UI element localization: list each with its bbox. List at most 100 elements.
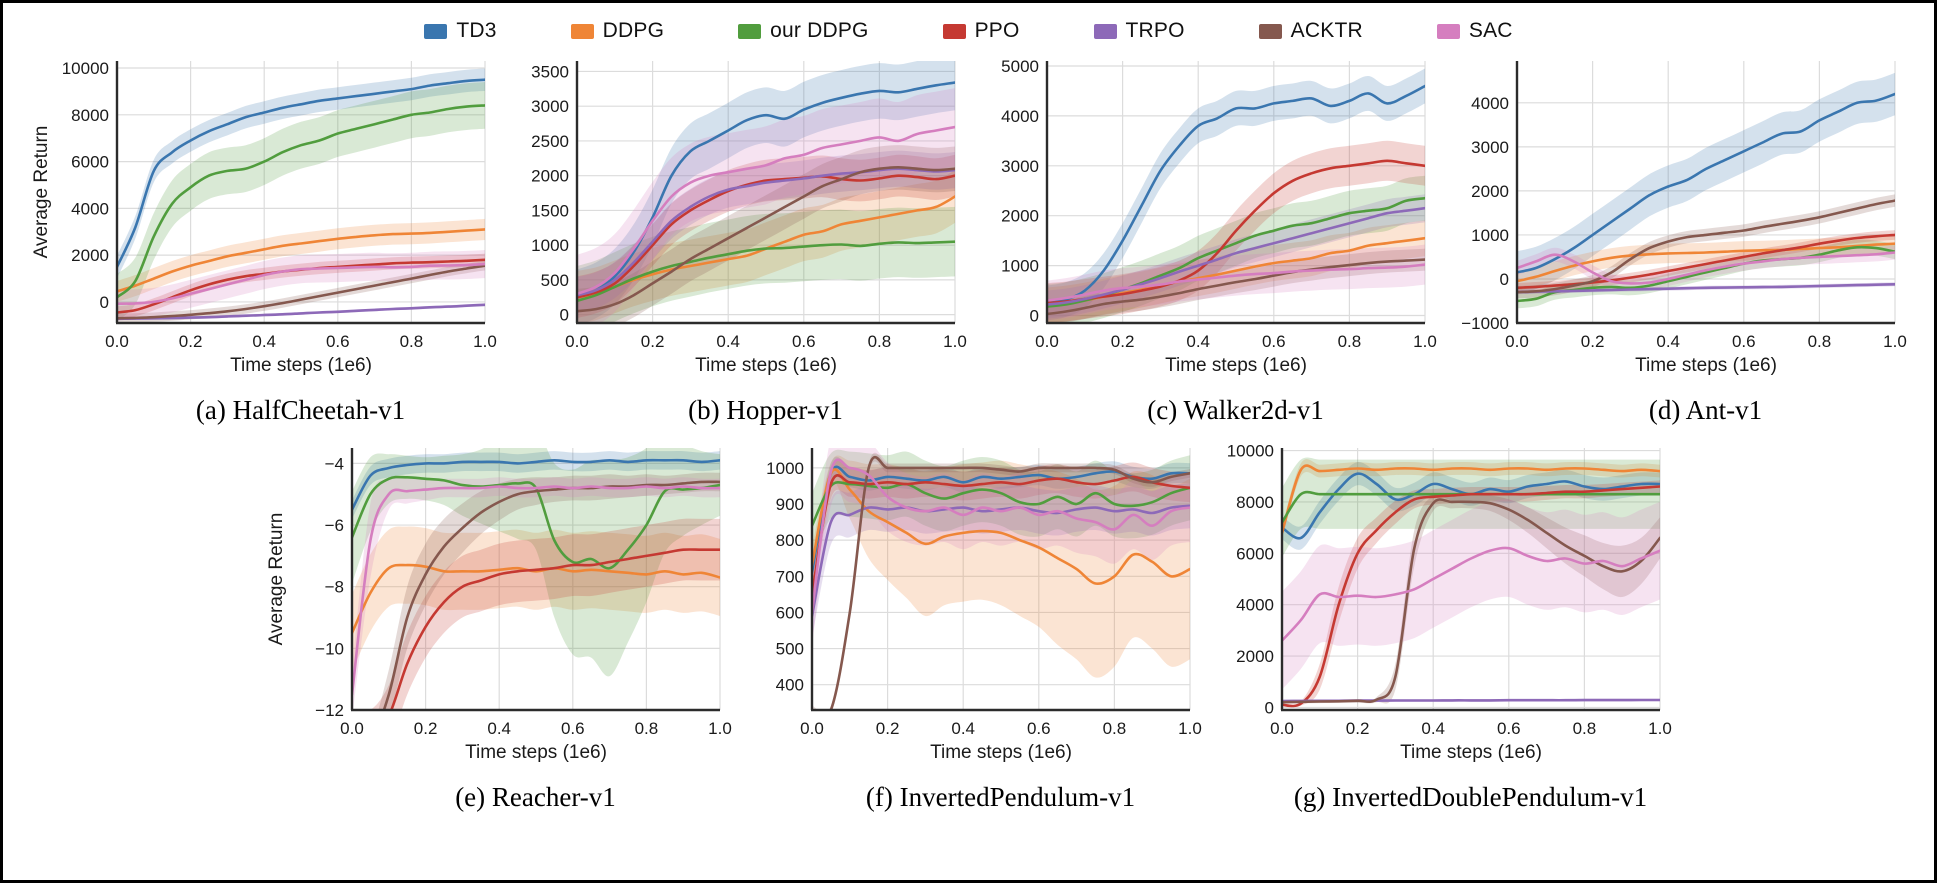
x-tick-label: 0.8 — [399, 332, 423, 351]
y-axis-label: Average Return — [31, 126, 52, 259]
y-tick-label: 4000 — [1236, 596, 1274, 615]
x-tick-label: 0.8 — [1337, 332, 1361, 351]
y-tick-label: −6 — [324, 516, 343, 535]
legend-item-sac: SAC — [1436, 19, 1513, 43]
y-tick-label: 1500 — [531, 201, 569, 220]
x-tick-label: 0.4 — [1186, 332, 1210, 351]
x-tick-label: 0.6 — [560, 719, 584, 738]
y-tick-label: 2000 — [1471, 182, 1509, 201]
x-tick-label: 0.4 — [1421, 719, 1445, 738]
legend: TD3 DDPG our DDPG PPO TRPO ACKTR SAC — [3, 3, 1934, 49]
y-tick-label: −8 — [324, 578, 343, 597]
y-tick-label: 3500 — [531, 62, 569, 81]
chart-plot-inverteddoublependulum: 0 2000 4000 6000 8000 10000 0.0 0.2 0.4 0.6 0.8 1.0… — [1226, 442, 1671, 763]
legend-item-ppo: PPO — [942, 19, 1020, 43]
x-tick-label: 0.0 — [565, 332, 589, 351]
chart-plot-walker2d: 0 1000 2000 3000 4000 5000 0.0 0.2 0.4 0.6 0.8 1.0 T… — [1001, 57, 1437, 376]
x-tick-label: 0.4 — [716, 332, 740, 351]
legend-label: PPO — [974, 19, 1020, 42]
y-tick-label: 0 — [559, 306, 568, 325]
x-tick-label: 0.2 — [413, 719, 437, 738]
legend-label: DDPG — [602, 19, 665, 42]
chart-caption-hopper: (b) Hopper-v1 — [688, 395, 843, 425]
x-axis-label: Time steps (1e6) — [230, 355, 372, 376]
y-tick-label: −4 — [324, 454, 343, 473]
y-tick-label: −12 — [315, 701, 344, 720]
chart-halfcheetah: 0 2000 4000 6000 8000 10000 0.0 0.2 0.4 0.6 0.8 1.0… — [29, 51, 499, 426]
y-tick-label: 1000 — [1001, 257, 1039, 276]
x-tick-label: 1.0 — [1883, 332, 1907, 351]
legend-swatch-icon — [424, 23, 448, 39]
y-tick-label: 1000 — [1471, 226, 1509, 245]
chart-caption-halfcheetah: (a) HalfCheetah-v1 — [195, 395, 406, 425]
x-axis-label: Time steps (1e6) — [465, 742, 607, 763]
y-tick-label: 2000 — [1236, 647, 1274, 666]
chart-plot-hopper: 0 500 1000 1500 2000 2500 3000 3500 0.0 0.2 0.4 0.6… — [531, 61, 967, 376]
x-tick-label: 0.0 — [1270, 719, 1294, 738]
x-axis-label: Time steps (1e6) — [695, 355, 837, 376]
y-tick-label: 10000 — [1226, 442, 1273, 461]
chart-hopper: 0 500 1000 1500 2000 2500 3000 3500 0.0 0.2 0.4 0.6… — [499, 51, 969, 426]
x-tick-label: 0.8 — [634, 719, 658, 738]
chart-caption-walker2d: (c) Walker2d-v1 — [1147, 395, 1324, 425]
chart-plot-reacher: −12 −10 −8 −6 −4 0.0 0.2 0.4 0.6 0.8 1.0 Time steps… — [266, 448, 731, 763]
x-tick-label: 1.0 — [943, 332, 967, 351]
x-tick-label: 0.0 — [800, 719, 824, 738]
y-tick-label: 6000 — [1236, 544, 1274, 563]
chart-plot-ant: −1000 0 1000 2000 3000 4000 0.0 0.2 0.4 0.6 0.8 1.0… — [1461, 61, 1907, 376]
y-tick-label: 8000 — [71, 106, 109, 125]
x-tick-label: 1.0 — [473, 332, 497, 351]
chart-walker2d: 0 1000 2000 3000 4000 5000 0.0 0.2 0.4 0.6 0.8 1.0 T… — [969, 51, 1439, 426]
x-axis-label: Time steps (1e6) — [1635, 355, 1777, 376]
x-tick-label: 1.0 — [1413, 332, 1437, 351]
x-tick-label: 0.0 — [340, 719, 364, 738]
legend-swatch-icon — [570, 23, 594, 39]
legend-item-our-ddpg: our DDPG — [738, 19, 868, 43]
chart-caption-ant: (d) Ant-v1 — [1648, 395, 1763, 425]
x-tick-label: 0.8 — [1102, 719, 1126, 738]
y-tick-label: 0 — [1029, 307, 1038, 326]
x-tick-label: 0.0 — [105, 332, 129, 351]
legend-swatch-icon — [738, 23, 762, 39]
legend-item-acktr: ACKTR — [1258, 19, 1363, 43]
y-tick-label: −1000 — [1461, 314, 1509, 333]
x-tick-label: 0.6 — [1731, 332, 1755, 351]
legend-item-ddpg: DDPG — [570, 19, 665, 43]
y-tick-label: 800 — [775, 531, 803, 550]
y-tick-label: 2000 — [1001, 207, 1039, 226]
legend-label: ACKTR — [1290, 19, 1363, 42]
y-tick-label: 0 — [1499, 270, 1508, 289]
y-tick-label: 0 — [99, 293, 108, 312]
chart-plot-invertedpendulum: 400 500 600 700 800 900 1000 0.0 0.2 0.4 0.6 0.8 1.0… — [766, 448, 1201, 763]
y-tick-label: 5000 — [1001, 57, 1039, 76]
y-tick-label: 3000 — [531, 97, 569, 116]
y-tick-label: 1000 — [766, 459, 804, 478]
x-tick-label: 0.4 — [252, 332, 276, 351]
y-tick-label: 4000 — [1001, 107, 1039, 126]
x-tick-label: 0.2 — [178, 332, 202, 351]
x-tick-label: 0.8 — [867, 332, 891, 351]
y-tick-label: 3000 — [1471, 138, 1509, 157]
chart-caption-inverteddoublependulum: (g) InvertedDoublePendulum-v1 — [1293, 782, 1648, 812]
chart-ant: −1000 0 1000 2000 3000 4000 0.0 0.2 0.4 0.6 0.8 1.0… — [1439, 51, 1909, 426]
legend-label: our DDPG — [770, 19, 869, 42]
y-tick-label: 6000 — [71, 153, 109, 172]
x-tick-label: 0.6 — [1261, 332, 1285, 351]
x-tick-label: 0.4 — [1656, 332, 1680, 351]
legend-swatch-icon — [942, 23, 966, 39]
chart-invertedpendulum: 400 500 600 700 800 900 1000 0.0 0.2 0.4 0.6 0.8 1.0… — [734, 438, 1204, 813]
y-tick-label: 10000 — [61, 59, 108, 78]
row-1: 0 2000 4000 6000 8000 10000 0.0 0.2 0.4 0.6 0.8 1.0… — [3, 51, 1934, 426]
y-tick-label: −10 — [315, 639, 344, 658]
legend-label: TD3 — [456, 19, 497, 42]
y-tick-label: 2500 — [531, 132, 569, 151]
x-tick-label: 0.0 — [1505, 332, 1529, 351]
y-tick-label: 3000 — [1001, 157, 1039, 176]
legend-item-trpo: TRPO — [1093, 19, 1185, 43]
y-tick-label: 500 — [540, 271, 568, 290]
x-axis-label: Time steps (1e6) — [1400, 742, 1542, 763]
y-tick-label: 4000 — [1471, 94, 1509, 113]
chart-caption-invertedpendulum: (f) InvertedPendulum-v1 — [865, 782, 1136, 812]
x-tick-label: 0.6 — [1026, 719, 1050, 738]
